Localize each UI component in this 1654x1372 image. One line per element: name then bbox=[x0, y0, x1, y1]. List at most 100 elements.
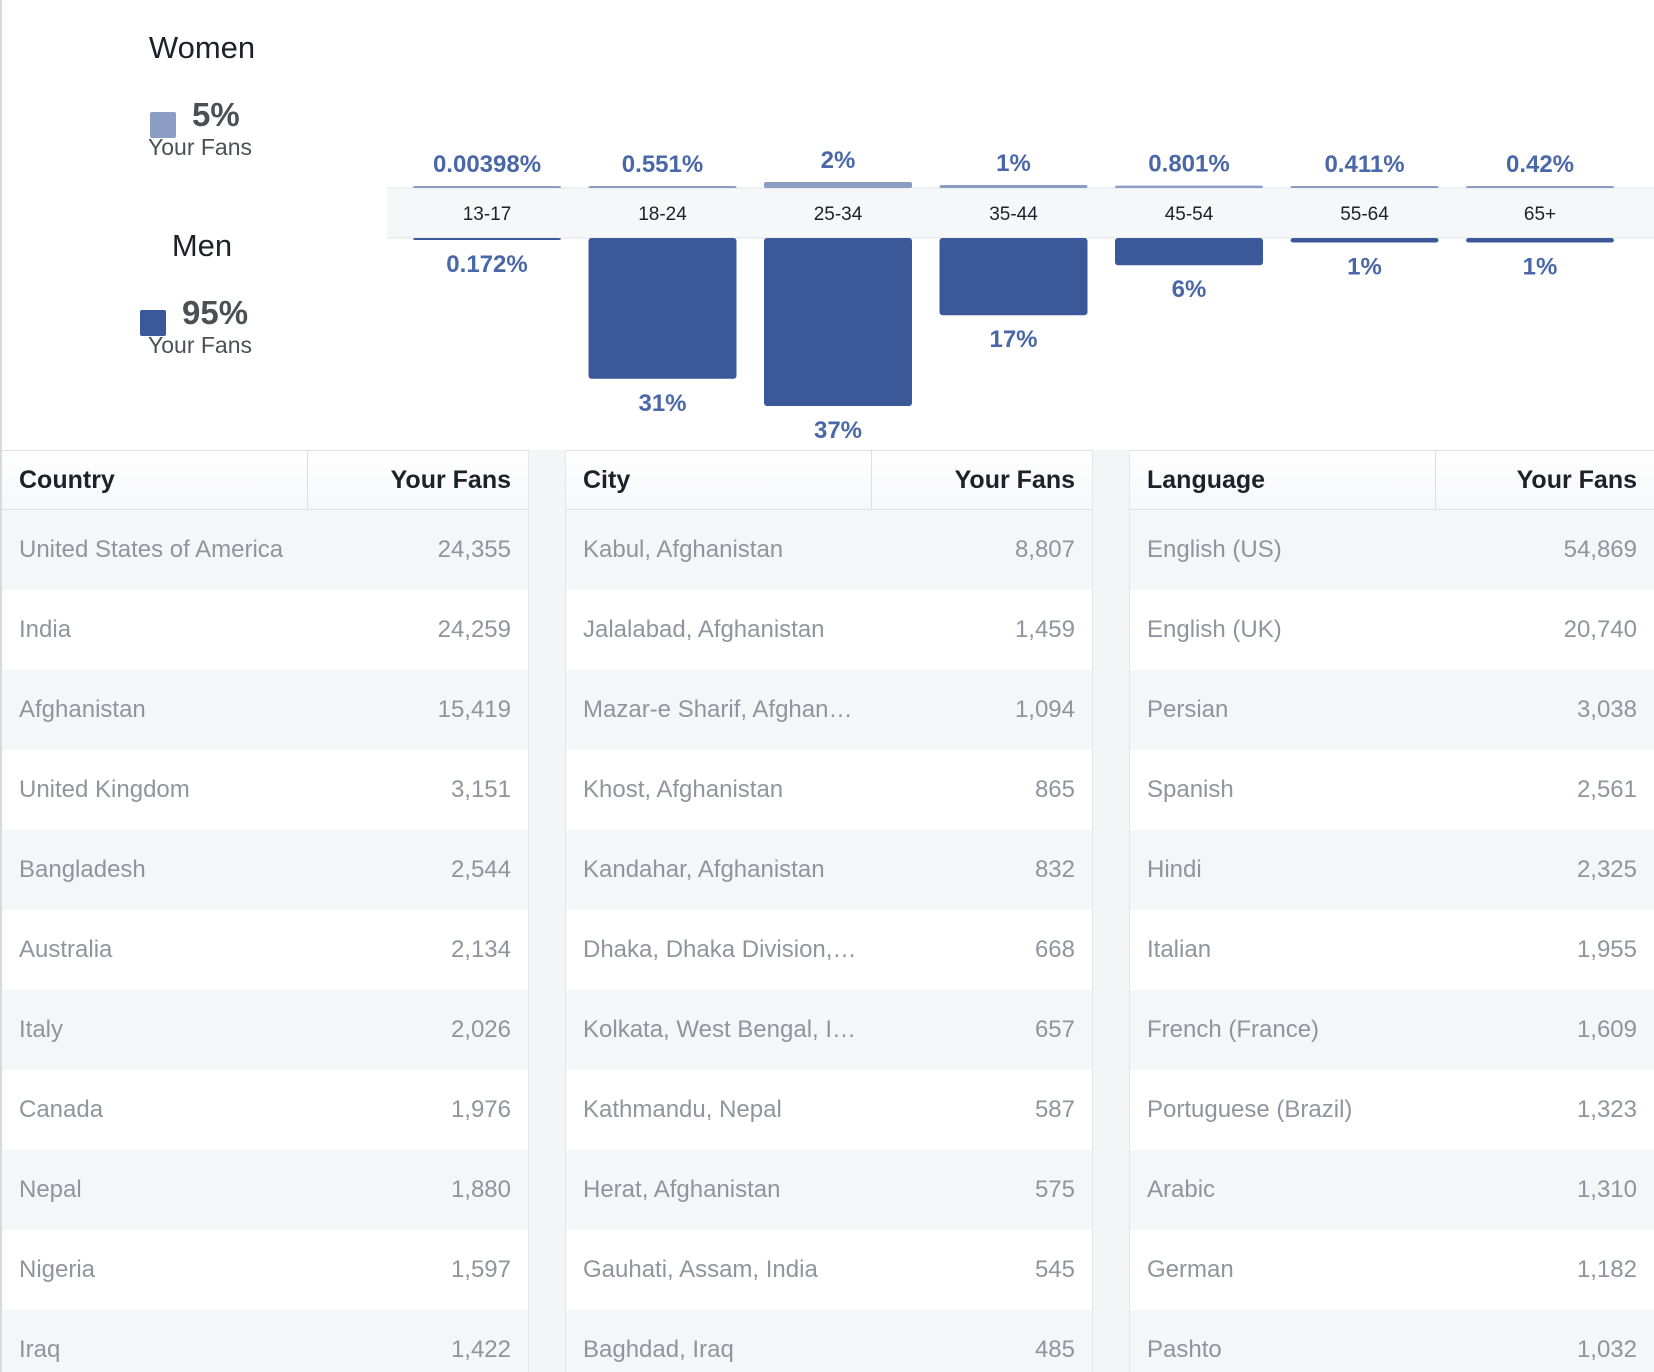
table-row[interactable]: Kathmandu, Nepal 587 bbox=[566, 1070, 1092, 1150]
men-bar bbox=[1115, 238, 1263, 266]
table-gap bbox=[1092, 450, 1130, 1372]
row-value: 1,310 bbox=[1576, 1176, 1637, 1203]
row-value: 1,609 bbox=[1576, 1016, 1637, 1043]
legend-men-sub: Your Fans bbox=[148, 332, 252, 358]
age-band-strip bbox=[387, 188, 1654, 238]
age-category-label: 35-44 bbox=[989, 204, 1038, 225]
row-label: Arabic bbox=[1147, 1176, 1216, 1203]
table-row[interactable]: Canada 1,976 bbox=[2, 1070, 528, 1150]
row-value: 15,419 bbox=[437, 696, 511, 723]
women-bar bbox=[588, 186, 737, 188]
men-bar-label: 17% bbox=[989, 326, 1037, 353]
men-bar-label: 6% bbox=[1172, 276, 1207, 303]
table-row[interactable]: English (UK) 20,740 bbox=[1130, 590, 1654, 670]
city-table-header: City Your Fans bbox=[566, 450, 1092, 510]
table-row[interactable]: Hindi 2,325 bbox=[1130, 830, 1654, 910]
row-label: Spanish bbox=[1147, 776, 1234, 803]
row-label: Mazar-e Sharif, Afghan… bbox=[583, 696, 853, 723]
row-label: Khost, Afghanistan bbox=[583, 776, 784, 803]
age-gender-chart: 0.00398% 13-17 0.172% 0.551% 18-24 31% 2% 25-34… bbox=[387, 147, 1654, 444]
row-label: Italian bbox=[1147, 936, 1212, 963]
men-bar bbox=[1466, 238, 1614, 243]
men-bar-label: 37% bbox=[814, 417, 862, 444]
women-bar bbox=[413, 186, 561, 188]
table-row[interactable]: English (US) 54,869 bbox=[1130, 510, 1654, 590]
row-value: 587 bbox=[1034, 1096, 1075, 1123]
row-label: India bbox=[19, 616, 72, 643]
country-table-header: Country Your Fans bbox=[2, 450, 528, 510]
row-value: 8,807 bbox=[1014, 536, 1075, 563]
men-bar-label: 1% bbox=[1347, 254, 1382, 281]
country-fans-column-header[interactable]: Your Fans bbox=[390, 466, 511, 494]
men-bar bbox=[588, 238, 737, 379]
table-row[interactable]: French (France) 1,609 bbox=[1130, 990, 1654, 1070]
row-value: 865 bbox=[1034, 776, 1075, 803]
city-column-header[interactable]: City bbox=[583, 466, 631, 494]
women-bar bbox=[1115, 185, 1263, 188]
row-label: Kabul, Afghanistan bbox=[583, 536, 784, 563]
country-column-header[interactable]: Country bbox=[19, 466, 115, 494]
row-label: Kolkata, West Bengal, I… bbox=[583, 1016, 857, 1043]
age-category-label: 18-24 bbox=[638, 204, 687, 225]
row-value: 575 bbox=[1034, 1176, 1075, 1203]
men-bar-label: 0.172% bbox=[446, 251, 527, 278]
language-column-header[interactable]: Language bbox=[1147, 466, 1266, 494]
left-edge bbox=[0, 450, 2, 1372]
row-value: 657 bbox=[1034, 1016, 1075, 1043]
table-row[interactable]: United States of America 24,355 bbox=[2, 510, 528, 590]
women-bar bbox=[764, 182, 912, 188]
table-row[interactable]: Dhaka, Dhaka Division,… 668 bbox=[566, 910, 1092, 990]
men-bar bbox=[764, 238, 912, 406]
demographics-panel: Women 5% Your Fans Men 95% Your Fans 0.0… bbox=[0, 0, 1654, 450]
table-row[interactable]: Nepal 1,880 bbox=[2, 1150, 528, 1230]
table-row[interactable]: Italian 1,955 bbox=[1130, 910, 1654, 990]
table-row[interactable]: Spanish 2,561 bbox=[1130, 750, 1654, 830]
table-row[interactable]: Kandahar, Afghanistan 832 bbox=[566, 830, 1092, 910]
table-row[interactable]: Baghdad, Iraq 485 bbox=[566, 1310, 1092, 1372]
city-fans-column-header[interactable]: Your Fans bbox=[954, 466, 1075, 494]
table-row[interactable]: Jalalabad, Afghanistan 1,459 bbox=[566, 590, 1092, 670]
table-row[interactable]: Nigeria 1,597 bbox=[2, 1230, 528, 1310]
row-label: English (UK) bbox=[1147, 616, 1282, 643]
legend-women-sub: Your Fans bbox=[148, 134, 252, 160]
table-row[interactable]: Afghanistan 15,419 bbox=[2, 670, 528, 750]
table-row[interactable]: German 1,182 bbox=[1130, 1230, 1654, 1310]
legend-men: Men 95% Your Fans bbox=[102, 228, 302, 358]
table-row[interactable]: India 24,259 bbox=[2, 590, 528, 670]
table-row[interactable]: Arabic 1,310 bbox=[1130, 1150, 1654, 1230]
row-value: 3,151 bbox=[450, 776, 511, 803]
row-label: Hindi bbox=[1147, 856, 1202, 883]
row-value: 2,325 bbox=[1576, 856, 1637, 883]
table-row[interactable]: Herat, Afghanistan 575 bbox=[566, 1150, 1092, 1230]
table-row[interactable]: Portuguese (Brazil) 1,323 bbox=[1130, 1070, 1654, 1150]
row-label: Kandahar, Afghanistan bbox=[583, 856, 825, 883]
row-label: German bbox=[1147, 1256, 1234, 1283]
women-bar bbox=[1466, 186, 1614, 188]
women-bar-label: 0.42% bbox=[1506, 151, 1574, 178]
row-label: Portuguese (Brazil) bbox=[1147, 1096, 1353, 1123]
language-fans-column-header[interactable]: Your Fans bbox=[1516, 466, 1637, 494]
table-row[interactable]: Italy 2,026 bbox=[2, 990, 528, 1070]
table-row[interactable]: Pashto 1,032 bbox=[1130, 1310, 1654, 1372]
men-swatch-icon bbox=[140, 310, 166, 336]
women-bar-label: 0.801% bbox=[1148, 151, 1229, 178]
table-row[interactable]: Persian 3,038 bbox=[1130, 670, 1654, 750]
legend-women: Women 5% Your Fans bbox=[102, 30, 302, 160]
table-row[interactable]: Iraq 1,422 bbox=[2, 1310, 528, 1372]
table-row[interactable]: Australia 2,134 bbox=[2, 910, 528, 990]
table-row[interactable]: Khost, Afghanistan 865 bbox=[566, 750, 1092, 830]
table-row[interactable]: Gauhati, Assam, India 545 bbox=[566, 1230, 1092, 1310]
women-bar-label: 2% bbox=[821, 147, 856, 174]
table-row[interactable]: Bangladesh 2,544 bbox=[2, 830, 528, 910]
table-row[interactable]: Kolkata, West Bengal, I… 657 bbox=[566, 990, 1092, 1070]
row-label: Nepal bbox=[19, 1176, 82, 1203]
table-row[interactable]: Kabul, Afghanistan 8,807 bbox=[566, 510, 1092, 590]
country-table: Country Your Fans United States of Ameri… bbox=[2, 450, 528, 1372]
women-swatch-icon bbox=[150, 112, 176, 138]
row-value: 1,094 bbox=[1014, 696, 1075, 723]
table-row[interactable]: United Kingdom 3,151 bbox=[2, 750, 528, 830]
row-value: 3,038 bbox=[1576, 696, 1637, 723]
table-row[interactable]: Mazar-e Sharif, Afghan… 1,094 bbox=[566, 670, 1092, 750]
row-value: 24,355 bbox=[437, 536, 511, 563]
row-label: Italy bbox=[19, 1016, 64, 1043]
